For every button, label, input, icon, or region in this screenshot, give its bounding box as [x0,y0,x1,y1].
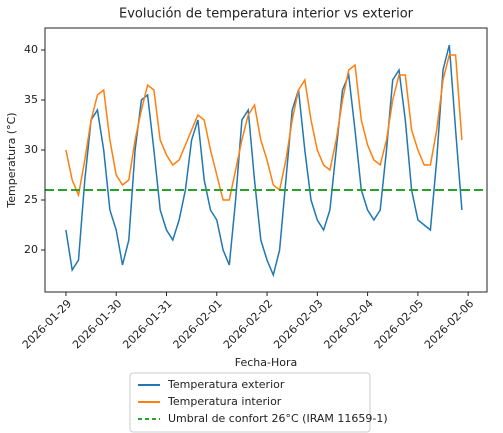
chart-title: Evolución de temperatura interior vs ext… [119,7,414,22]
x-tick-label: 2026-01-29 [20,297,74,351]
y-tick-label: 25 [24,193,38,206]
x-axis-label: Fecha-Hora [235,356,298,369]
x-tick-label: 2026-02-03 [271,297,325,351]
x-tick-label: 2026-01-30 [70,297,124,351]
legend-label: Temperatura interior [167,395,282,408]
x-tick-label: 2026-02-06 [422,297,476,351]
y-tick-label: 35 [24,93,38,106]
y-axis-label: Temperatura (°C) [5,112,18,208]
x-tick-label: 2026-02-04 [321,297,375,351]
x-tick-label: 2026-02-01 [171,297,225,351]
y-tick-label: 30 [24,143,38,156]
y-tick-label: 20 [24,243,38,256]
y-tick-label: 40 [24,43,38,56]
plot-frame [44,27,488,293]
series-line [65,54,463,201]
x-tick-label: 2026-02-05 [372,297,426,351]
legend-label: Temperatura exterior [167,378,285,391]
series-line [65,44,463,278]
legend-box [129,372,371,433]
x-tick-label: 2026-01-31 [120,297,174,351]
x-tick-label: 2026-02-02 [221,297,275,351]
legend-label: Umbral de confort 26°C (IRAM 11659-1) [168,412,388,425]
